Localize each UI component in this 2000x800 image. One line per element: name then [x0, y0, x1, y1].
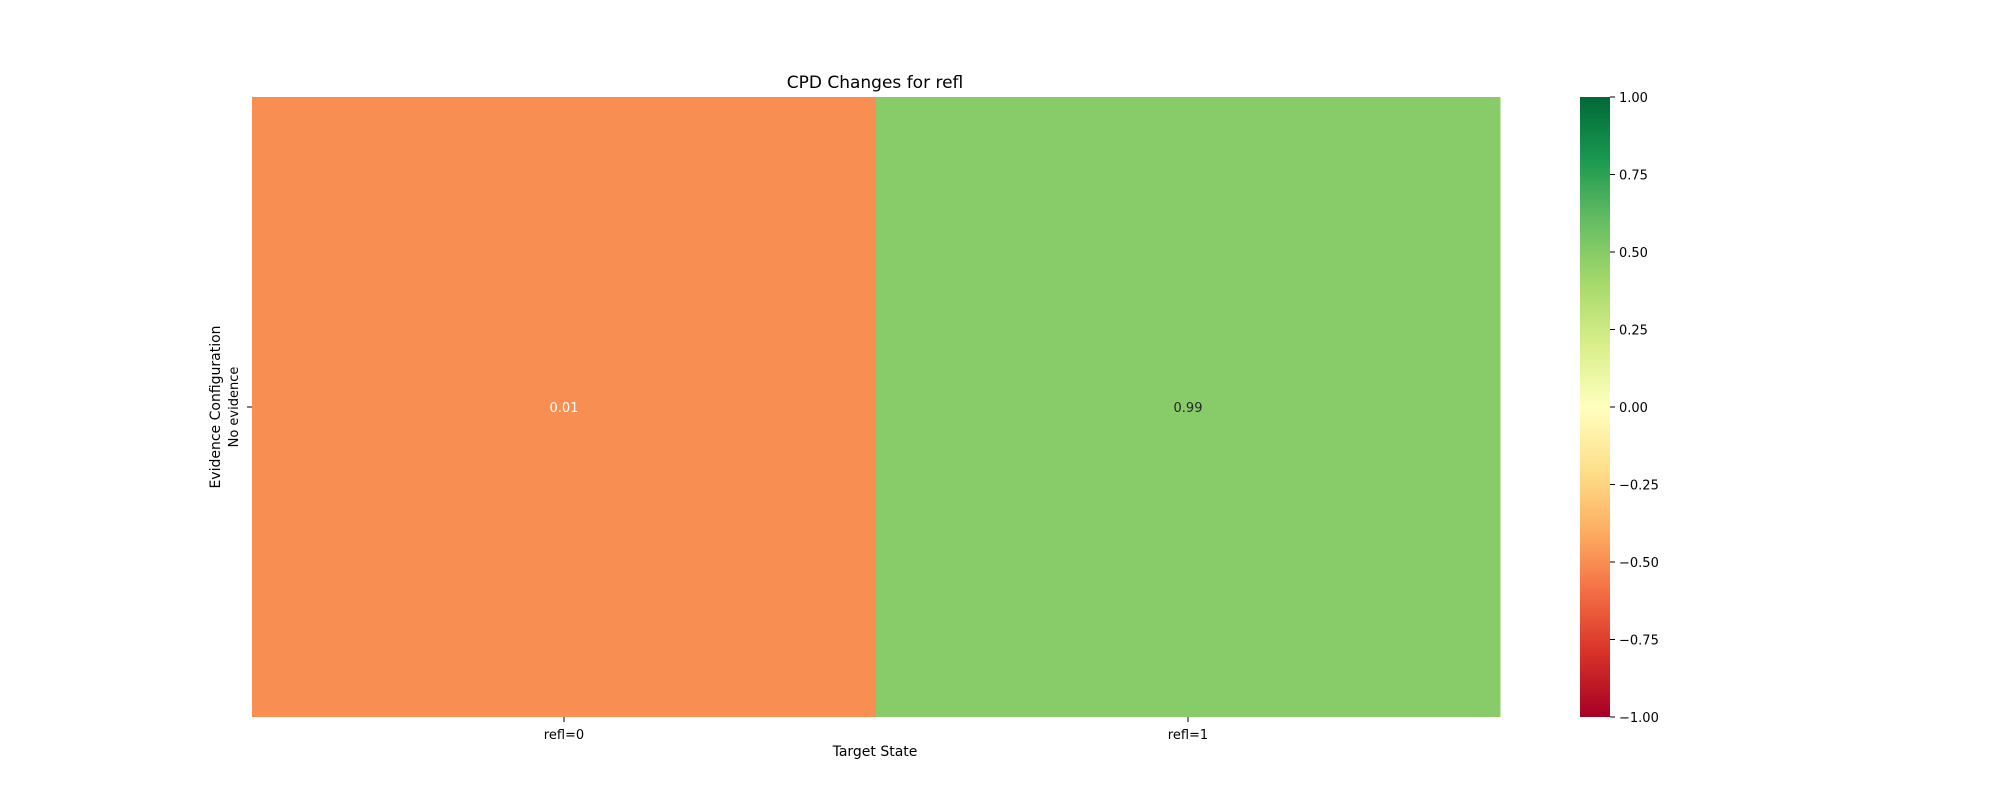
colorbar-tick-label: 0.50 — [1619, 246, 1648, 261]
y-axis-ticks: No evidence — [227, 367, 252, 448]
x-axis-label: Target State — [832, 744, 918, 760]
x-axis-ticks: refl=0 refl=1 — [544, 717, 1208, 743]
colorbar-tick-label: 0.00 — [1619, 401, 1648, 416]
cell-annotation: 0.99 — [1174, 401, 1203, 416]
chart-title: CPD Changes for refl — [787, 73, 964, 93]
heatmap-cell — [252, 97, 877, 717]
heatmap-cells — [252, 97, 1501, 717]
colorbar-tick-label: 0.75 — [1619, 169, 1648, 184]
heatmap-annotations: 0.01 0.99 — [550, 401, 1203, 416]
colorbar-tick-label: 1.00 — [1619, 91, 1648, 106]
colorbar-ticks: 1.00 0.75 0.50 0.25 0.00 −0.25 −0.50 −0.75 −1.00 — [1610, 91, 1659, 726]
y-tick-label: No evidence — [227, 367, 242, 448]
colorbar-tick-label: −0.50 — [1619, 556, 1659, 571]
colorbar-tick-label: −0.75 — [1619, 634, 1659, 649]
cell-annotation: 0.01 — [550, 401, 579, 416]
colorbar — [1580, 97, 1610, 717]
colorbar-tick-label: 0.25 — [1619, 324, 1648, 339]
x-tick-label: refl=0 — [544, 728, 584, 743]
colorbar-tick-label: −1.00 — [1619, 711, 1659, 726]
colorbar-tick-label: −0.25 — [1619, 479, 1659, 494]
y-axis-label: Evidence Configuration — [208, 325, 224, 488]
heatmap-cell — [876, 97, 1501, 717]
x-tick-label: refl=1 — [1168, 728, 1208, 743]
